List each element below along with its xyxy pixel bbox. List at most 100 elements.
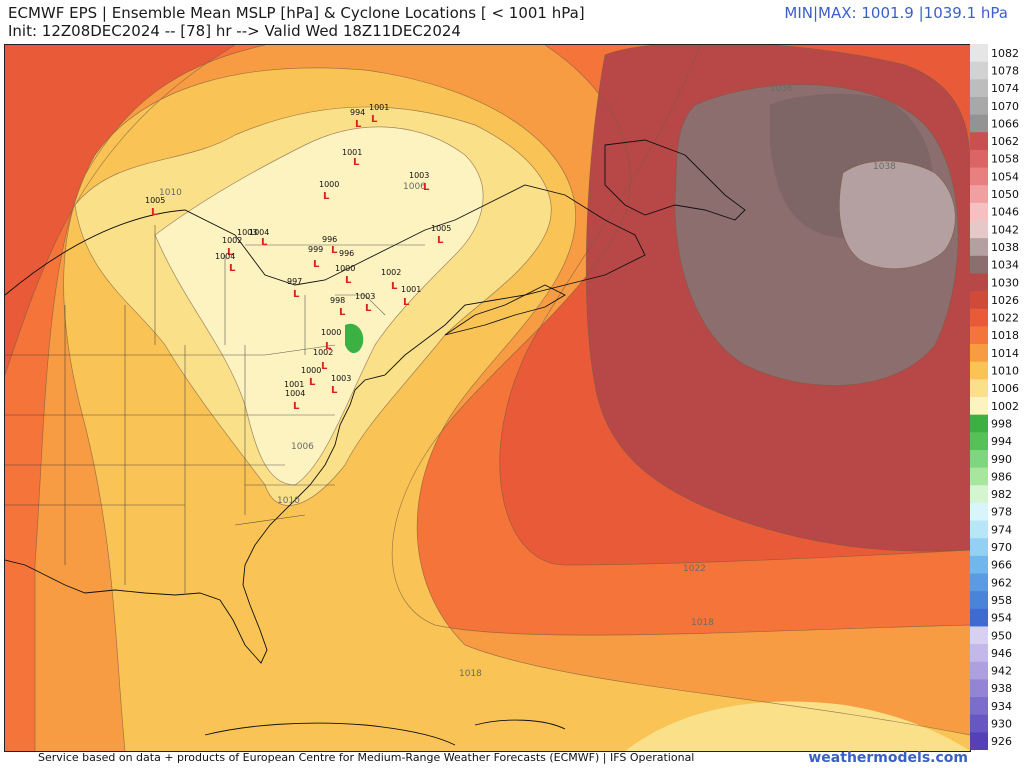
colorbar-level-label: 1030: [991, 276, 1019, 289]
colorbar-swatch: [970, 167, 988, 186]
colorbar-swatch: [970, 291, 988, 310]
colorbar-level-label: 1034: [991, 259, 1019, 272]
colorbar-swatch: [970, 96, 988, 116]
colorbar-level-label: 1042: [991, 223, 1019, 236]
colorbar-level-label: 1050: [991, 188, 1019, 201]
cyclone-l-marker: L: [321, 361, 328, 372]
cyclone-label: 1003: [355, 292, 375, 301]
colorbar-swatch: [970, 467, 988, 486]
iso-1018-south-label: 1018: [459, 669, 482, 679]
colorbar-level-label: 998: [991, 417, 1012, 430]
colorbar-swatch: [970, 679, 988, 698]
cyclone-l-marker: L: [371, 114, 378, 125]
colorbar-level-label: 982: [991, 488, 1012, 501]
cyclone-l-marker: L: [325, 341, 332, 352]
colorbar-level-label: 926: [991, 735, 1012, 748]
cyclone-l-marker: L: [365, 303, 372, 314]
ecmwf-credit: Service based on data + products of Euro…: [38, 751, 695, 764]
iso-1022-label: 1022: [683, 564, 706, 574]
map-title: ECMWF EPS | Ensemble Mean MSLP [hPa] & C…: [8, 4, 585, 22]
colorbar-level-label: 1046: [991, 206, 1019, 219]
cyclone-l-marker: L: [331, 245, 338, 256]
colorbar-level-label: 946: [991, 647, 1012, 660]
cyclone-label: 1004: [285, 389, 305, 398]
colorbar-level-label: 974: [991, 523, 1012, 536]
pressure-colorbar: 1082 1078 1074 1070 1066 1062 1058 1054 1050 1046…: [970, 44, 1024, 750]
colorbar-level-label: 1074: [991, 82, 1019, 95]
iso-1010-georgia-label: 1010: [277, 496, 300, 506]
pressure-map: 1036 1038 1010 1006 1006 1010 1022 1018 …: [4, 44, 971, 752]
colorbar-swatch: [970, 132, 988, 151]
cyclone-label: 1000: [301, 366, 321, 375]
colorbar-swatch: [970, 149, 988, 169]
cyclone-l-marker: L: [437, 235, 444, 246]
coastlines: [5, 139, 746, 746]
cyclone-l-marker: L: [355, 119, 362, 130]
iso-1036-label: 1036: [770, 84, 793, 94]
colorbar-level-label: 1070: [991, 100, 1019, 113]
cyclone-l-marker: L: [345, 275, 352, 286]
colorbar-swatch: [970, 432, 988, 451]
cyclone-l-marker: L: [227, 247, 234, 258]
colorbar-level-label: 1062: [991, 135, 1019, 148]
pressure-fill-1038: [839, 161, 956, 269]
map-valid-time: Init: 12Z08DEC2024 -- [78] hr --> Valid …: [8, 22, 461, 40]
colorbar-swatch: [970, 644, 988, 663]
colorbar-level-label: 994: [991, 435, 1012, 448]
colorbar-swatch: [970, 697, 988, 716]
colorbar-swatch: [970, 379, 988, 398]
cyclone-l-marker: L: [323, 191, 330, 202]
cyclone-l-marker: L: [151, 207, 158, 218]
colorbar-level-label: 934: [991, 700, 1012, 713]
colorbar-swatch: [970, 485, 988, 504]
cyclone-l-marker: L: [309, 377, 316, 388]
colorbar-level-label: 986: [991, 470, 1012, 483]
colorbar-level-label: 978: [991, 506, 1012, 519]
cyclone-label: 1003: [237, 228, 257, 237]
iso-1006-quebec-label: 1006: [403, 182, 426, 192]
cyclone-l-marker: L: [313, 259, 320, 270]
cyclone-label: 1003: [409, 171, 429, 180]
colorbar-swatch: [970, 520, 988, 539]
colorbar-swatch: [970, 273, 988, 292]
cyclone-l-marker: L: [229, 263, 236, 274]
colorbar-swatch: [970, 538, 988, 557]
colorbar-swatch: [970, 238, 988, 257]
cyclone-label: 1005: [431, 224, 451, 233]
colorbar-swatch: [970, 308, 988, 327]
colorbar-level-label: 942: [991, 665, 1012, 678]
cyclone-label: 999: [308, 245, 323, 254]
colorbar-level-label: 1054: [991, 170, 1019, 183]
cyclone-label: 1001: [342, 148, 362, 157]
weathermodels-link[interactable]: weathermodels.com: [808, 750, 968, 766]
colorbar-swatch: [970, 185, 988, 204]
colorbar-level-label: 1082: [991, 47, 1019, 60]
cyclone-label: 1000: [335, 264, 355, 273]
iso-1038-label: 1038: [873, 162, 896, 172]
colorbar-swatch: [970, 626, 988, 645]
pressure-fill-1006: [155, 126, 484, 486]
iso-1018-east-label: 1018: [691, 618, 714, 628]
cyclone-label: 996: [339, 249, 354, 258]
cyclone-label: 1005: [145, 196, 165, 205]
cyclone-label: 1001: [284, 380, 304, 389]
colorbar-level-label: 1022: [991, 312, 1019, 325]
colorbar-level-label: 1026: [991, 294, 1019, 307]
colorbar-swatch: [970, 326, 988, 345]
cyclone-l-marker: L: [339, 307, 346, 318]
colorbar-level-label: 1002: [991, 400, 1019, 413]
colorbar-swatch: [970, 361, 988, 380]
colorbar-level-label: 990: [991, 453, 1012, 466]
cyclone-label: 994: [350, 108, 365, 117]
cyclone-l-marker: L: [261, 237, 268, 248]
colorbar-level-label: 1010: [991, 365, 1019, 378]
pressure-map-svg: 1036 1038 1010 1006 1006 1010 1022 1018 …: [5, 45, 970, 751]
colorbar-svg: 1082 1078 1074 1070 1066 1062 1058 1054 1050 1046…: [970, 44, 1019, 750]
colorbar-level-label: 962: [991, 576, 1012, 589]
cyclone-l-marker: L: [353, 157, 360, 168]
cyclone-label: 1002: [313, 348, 333, 357]
colorbar-swatch: [970, 714, 988, 733]
colorbar-swatch: [970, 661, 988, 680]
colorbar-swatch: [970, 220, 988, 239]
colorbar-level-label: 970: [991, 541, 1012, 554]
